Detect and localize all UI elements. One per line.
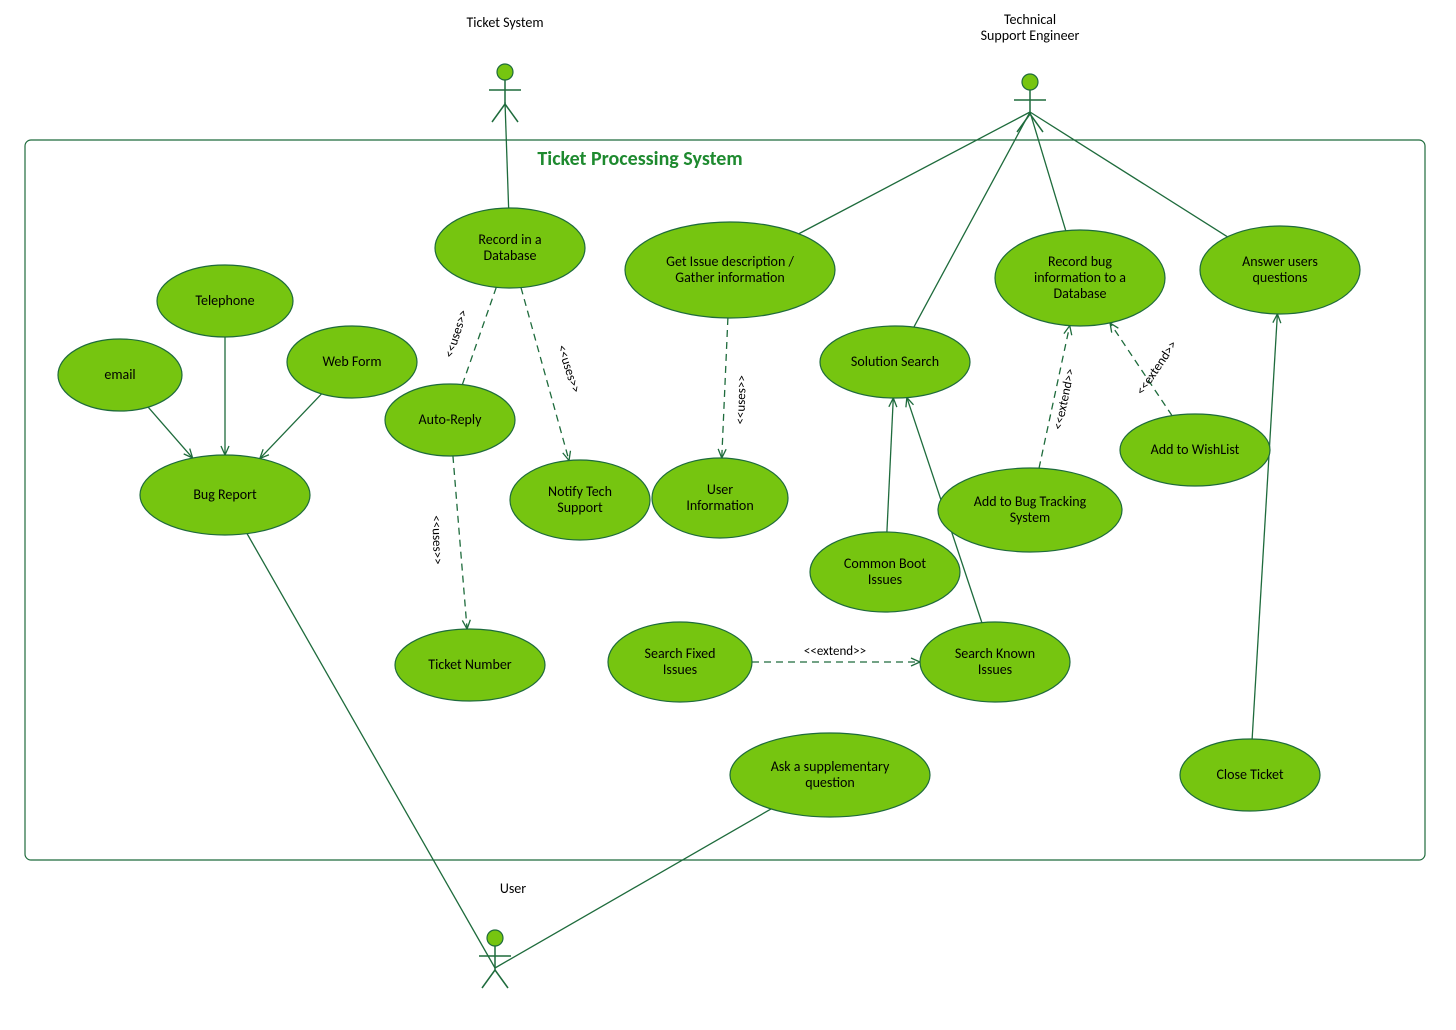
edge-webform-bugreport — [260, 394, 322, 459]
usecase-bugreport: Bug Report — [140, 455, 310, 535]
usecase-label-telephone: Telephone — [195, 292, 254, 309]
usecase-addbug: Add to Bug TrackingSystem — [938, 468, 1122, 552]
usecase-label-bugreport: Bug Report — [193, 486, 257, 503]
usecase-label-recorddb: Record in a — [478, 231, 541, 248]
usecase-userinfo: UserInformation — [652, 458, 788, 538]
actor-head-icon — [487, 930, 503, 946]
edge-close-answer — [1252, 314, 1277, 739]
edge-label-addbug-recordbug: <<extend>> — [1051, 367, 1079, 431]
usecase-label-searchknown: Issues — [978, 661, 1012, 678]
edge-label-getissue-userinfo: <<uses>> — [733, 375, 750, 425]
usecase-searchfixed: Search FixedIssues — [608, 622, 752, 702]
actor-label-user: User — [500, 880, 526, 897]
edge-label-recorddb-autoreply: <<uses>> — [442, 308, 472, 360]
edge-actor-tech-engineer-answer — [1030, 112, 1227, 237]
usecase-recordbug: Record buginformation to aDatabase — [995, 230, 1165, 326]
usecase-answer: Answer usersquestions — [1200, 226, 1360, 314]
usecase-notify: Notify TechSupport — [510, 460, 650, 540]
usecase-searchknown: Search KnownIssues — [920, 622, 1070, 702]
usecase-label-common: Issues — [868, 571, 902, 588]
edge-actor-user-bugreport — [247, 534, 495, 968]
usecase-label-wishlist: Add to WishList — [1151, 441, 1240, 458]
edge-label-searchfixed-searchknown: <<extend>> — [804, 644, 866, 659]
actor-label-ticket-system: Ticket System — [466, 14, 543, 31]
usecase-webform: Web Form — [287, 326, 417, 398]
usecase-recorddb: Record in aDatabase — [435, 208, 585, 288]
usecase-wishlist: Add to WishList — [1120, 414, 1270, 486]
actor-user: User — [479, 880, 526, 988]
usecase-label-addbug: Add to Bug Tracking — [974, 493, 1087, 510]
usecase-common: Common BootIssues — [810, 532, 960, 612]
usecase-label-ask: Ask a supplementary — [771, 758, 890, 775]
usecase-label-common: Common Boot — [844, 555, 926, 572]
edge-dashed-autoreply-ticketnum — [453, 456, 467, 629]
usecase-telephone: Telephone — [157, 265, 293, 337]
usecase-label-ask: question — [805, 774, 855, 791]
edge-email-bugreport — [148, 407, 193, 458]
usecase-getissue: Get Issue description /Gather informatio… — [625, 222, 835, 318]
usecase-ask: Ask a supplementaryquestion — [730, 733, 930, 817]
actor-head-icon — [1022, 74, 1038, 90]
usecase-label-searchfixed: Issues — [663, 661, 697, 678]
usecase-label-solsearch: Solution Search — [851, 353, 939, 370]
usecase-label-close: Close Ticket — [1216, 766, 1283, 783]
use-case-diagram: Ticket Processing System <<uses>> <<uses>>… — [0, 0, 1456, 1030]
usecase-solsearch: Solution Search — [820, 326, 970, 398]
actor-label-tech-engineer: Support Engineer — [981, 27, 1080, 44]
edge-actor-user-ask — [495, 809, 771, 968]
usecase-label-autoreply: Auto-Reply — [419, 411, 483, 428]
usecase-label-recordbug: Database — [1054, 285, 1107, 302]
usecase-label-searchfixed: Search Fixed — [645, 645, 716, 662]
edge-actor-tech-engineer-getissue — [799, 112, 1030, 234]
usecase-label-ticketnum: Ticket Number — [428, 656, 512, 673]
usecase-label-searchknown: Search Known — [955, 645, 1035, 662]
usecase-ticketnum: Ticket Number — [395, 629, 545, 701]
usecase-close: Close Ticket — [1180, 739, 1320, 811]
usecase-autoreply: Auto-Reply — [385, 384, 515, 456]
usecase-label-getissue: Get Issue description / — [666, 253, 794, 270]
edge-label-wishlist-recordbug: <<extend>> — [1133, 338, 1180, 398]
usecase-label-getissue: Gather information — [675, 269, 785, 286]
usecase-label-addbug: System — [1010, 509, 1050, 526]
usecase-label-notify: Support — [557, 499, 603, 516]
usecase-label-userinfo: Information — [686, 497, 753, 514]
usecase-label-userinfo: User — [707, 481, 733, 498]
usecase-label-recordbug: Record bug — [1048, 253, 1112, 270]
actor-head-icon — [497, 64, 513, 80]
edge-actor-tech-engineer-recordbug — [1030, 112, 1066, 231]
usecase-email: email — [58, 339, 182, 411]
usecase-label-recordbug: information to a — [1034, 269, 1126, 286]
usecase-label-notify: Notify Tech — [548, 483, 612, 500]
usecase-label-webform: Web Form — [322, 353, 381, 370]
edge-common-solsearch — [887, 398, 893, 532]
edge-dashed-recorddb-autoreply — [462, 287, 496, 384]
usecase-label-email: email — [104, 366, 135, 383]
usecase-label-answer: Answer users — [1242, 253, 1318, 270]
usecase-label-recorddb: Database — [484, 247, 537, 264]
edge-actor-ticket-system-recorddb — [505, 102, 509, 208]
edge-label-autoreply-ticketnum: <<uses>> — [428, 515, 445, 565]
actor-label-tech-engineer: Technical — [1004, 11, 1056, 28]
edge-dashed-recorddb-notify — [521, 288, 569, 461]
edge-label-recorddb-notify: <<uses>> — [554, 343, 584, 395]
usecase-label-answer: questions — [1252, 269, 1307, 286]
actor-tech-engineer: TechnicalSupport Engineer — [981, 11, 1080, 132]
edge-dashed-getissue-userinfo — [722, 318, 728, 458]
system-title: Ticket Processing System — [537, 147, 742, 171]
